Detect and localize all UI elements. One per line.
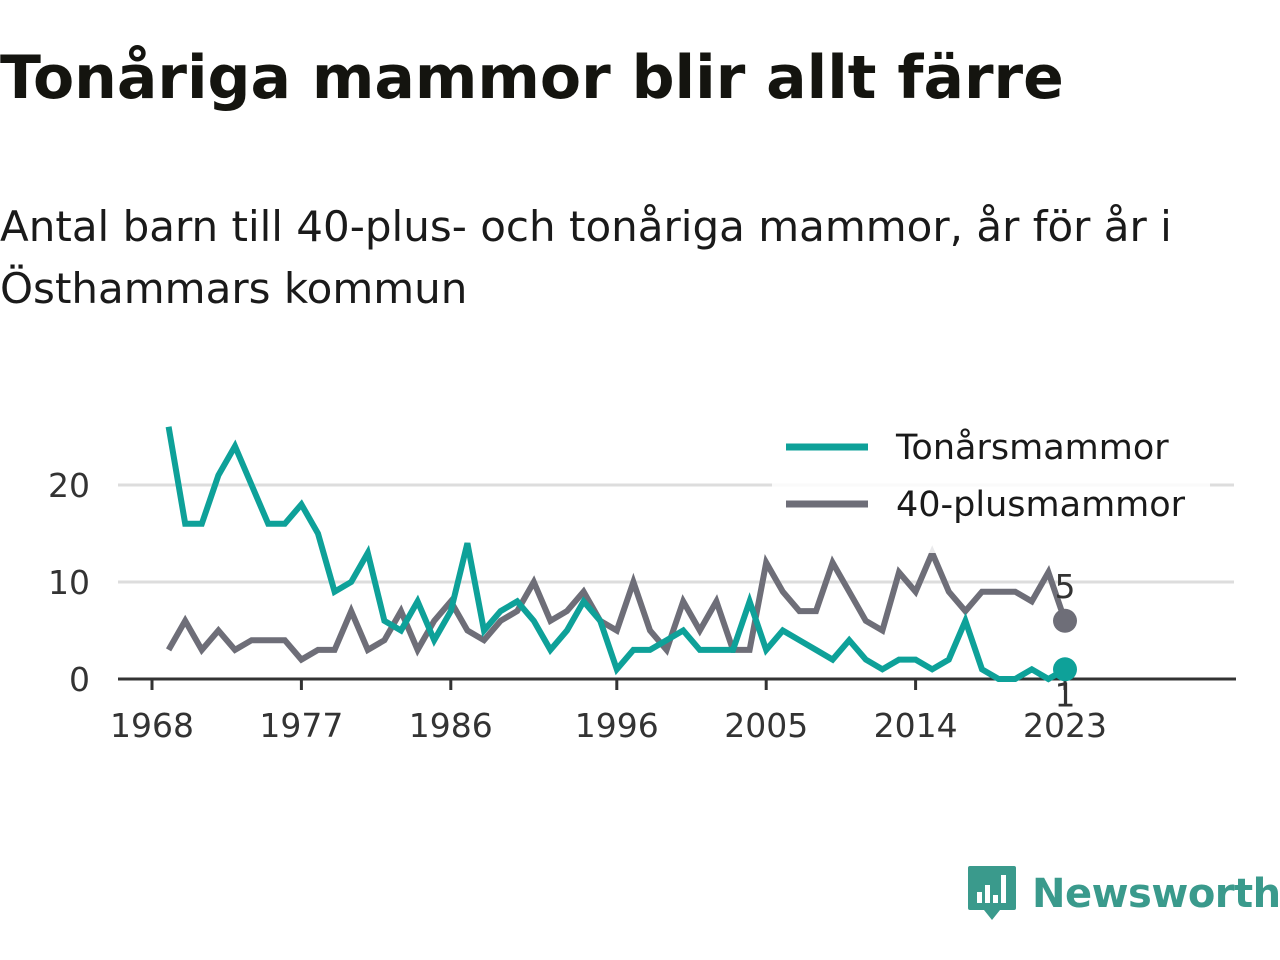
- x-tick-label: 1968: [110, 706, 194, 745]
- end-point-marker: [1053, 608, 1077, 633]
- y-tick-label: 10: [48, 563, 90, 602]
- end-value-label: 5: [1055, 567, 1076, 606]
- end-point-marker: [1053, 657, 1077, 682]
- bar-chart-badge-icon: [968, 866, 1016, 920]
- x-axis-ticks: 1968 1977 1986 1996 2005 2014 2023: [110, 679, 1107, 745]
- x-tick-label: 2014: [874, 706, 958, 745]
- end-markers: 51: [1053, 567, 1077, 714]
- x-tick-label: 2005: [724, 706, 808, 745]
- chart-title: Tonåriga mammor blir allt färre: [0, 43, 1064, 113]
- x-tick-label: 1996: [575, 706, 659, 745]
- series-line-1: [165, 545, 1068, 664]
- chart-subtitle: Antal barn till 40-plus- och tonåriga ma…: [0, 202, 1172, 313]
- legend-label: Tonårsmammor: [895, 427, 1169, 468]
- x-tick-label: 2023: [1023, 706, 1107, 745]
- y-tick-label: 0: [69, 660, 90, 699]
- line-chart: 0 10 20 1968 1977 1986 1996 2005 2014 2023 Tonår…: [48, 425, 1236, 745]
- brand-name: Newsworthy: [1032, 871, 1280, 917]
- end-value-label: 1: [1055, 675, 1076, 714]
- x-tick-label: 1986: [409, 706, 493, 745]
- legend-label: 40-plusmammor: [896, 485, 1186, 525]
- y-tick-label: 20: [48, 466, 90, 505]
- series-line-0: [165, 426, 1067, 683]
- y-axis-ticks: 0 10 20: [48, 466, 90, 699]
- series-lines: [165, 426, 1068, 683]
- legend: Tonårsmammor 40-plusmammor: [772, 425, 1210, 553]
- x-tick-label: 1977: [259, 706, 343, 745]
- brand-logo: Newsworthy: [966, 864, 1280, 924]
